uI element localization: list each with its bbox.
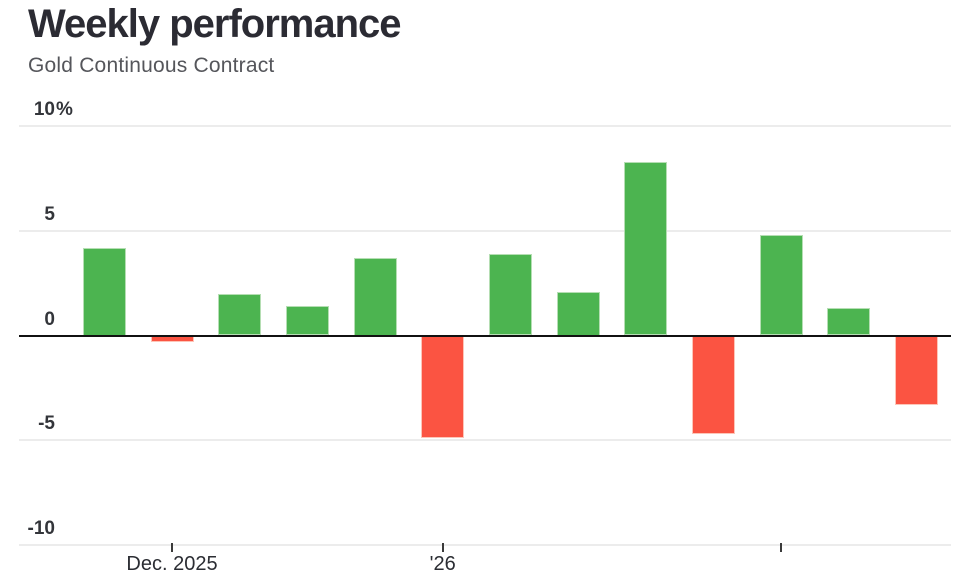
y-axis-label: -5 bbox=[0, 413, 55, 435]
bar-week-6[interactable] bbox=[421, 335, 465, 439]
y-axis-label: -10 bbox=[0, 518, 55, 540]
bar-week-12[interactable] bbox=[827, 308, 871, 336]
bar-week-1[interactable] bbox=[82, 247, 126, 336]
x-axis-label: Dec. 2025 bbox=[126, 553, 218, 575]
y-gridline bbox=[19, 125, 951, 127]
bar-week-13[interactable] bbox=[895, 335, 938, 405]
bar-week-9[interactable] bbox=[624, 161, 668, 336]
y-axis-label: 10% bbox=[0, 99, 73, 121]
y-axis-label-value: -10 bbox=[27, 518, 55, 539]
bar-week-10[interactable] bbox=[691, 335, 735, 434]
y-gridline bbox=[19, 439, 951, 442]
bar-week-8[interactable] bbox=[556, 291, 600, 336]
y-axis-label: 5 bbox=[0, 204, 55, 226]
x-axis-tick bbox=[171, 543, 173, 552]
y-gridline bbox=[19, 544, 951, 546]
bar-week-3[interactable] bbox=[218, 293, 262, 336]
y-axis-label-value: 0 bbox=[44, 308, 55, 330]
y-axis-label-value: 5 bbox=[44, 203, 55, 225]
chart-title: Weekly performance bbox=[28, 2, 402, 46]
y-axis-label-value: 10 bbox=[33, 99, 55, 120]
y-axis-label-value: -5 bbox=[38, 413, 55, 435]
bar-week-4[interactable] bbox=[285, 306, 329, 336]
x-axis-tick bbox=[780, 543, 783, 552]
x-axis-tick bbox=[441, 543, 444, 552]
y-axis-unit-suffix: % bbox=[56, 99, 73, 120]
chart-subtitle: Gold Continuous Contract bbox=[28, 54, 275, 77]
x-axis-label: '26 bbox=[429, 553, 456, 575]
bar-week-5[interactable] bbox=[353, 258, 397, 336]
y-gridline bbox=[19, 229, 951, 232]
bar-week-7[interactable] bbox=[488, 253, 532, 336]
y-axis-label: 0 bbox=[0, 309, 55, 331]
zero-axis-line bbox=[19, 334, 951, 337]
bar-week-11[interactable] bbox=[759, 234, 803, 336]
